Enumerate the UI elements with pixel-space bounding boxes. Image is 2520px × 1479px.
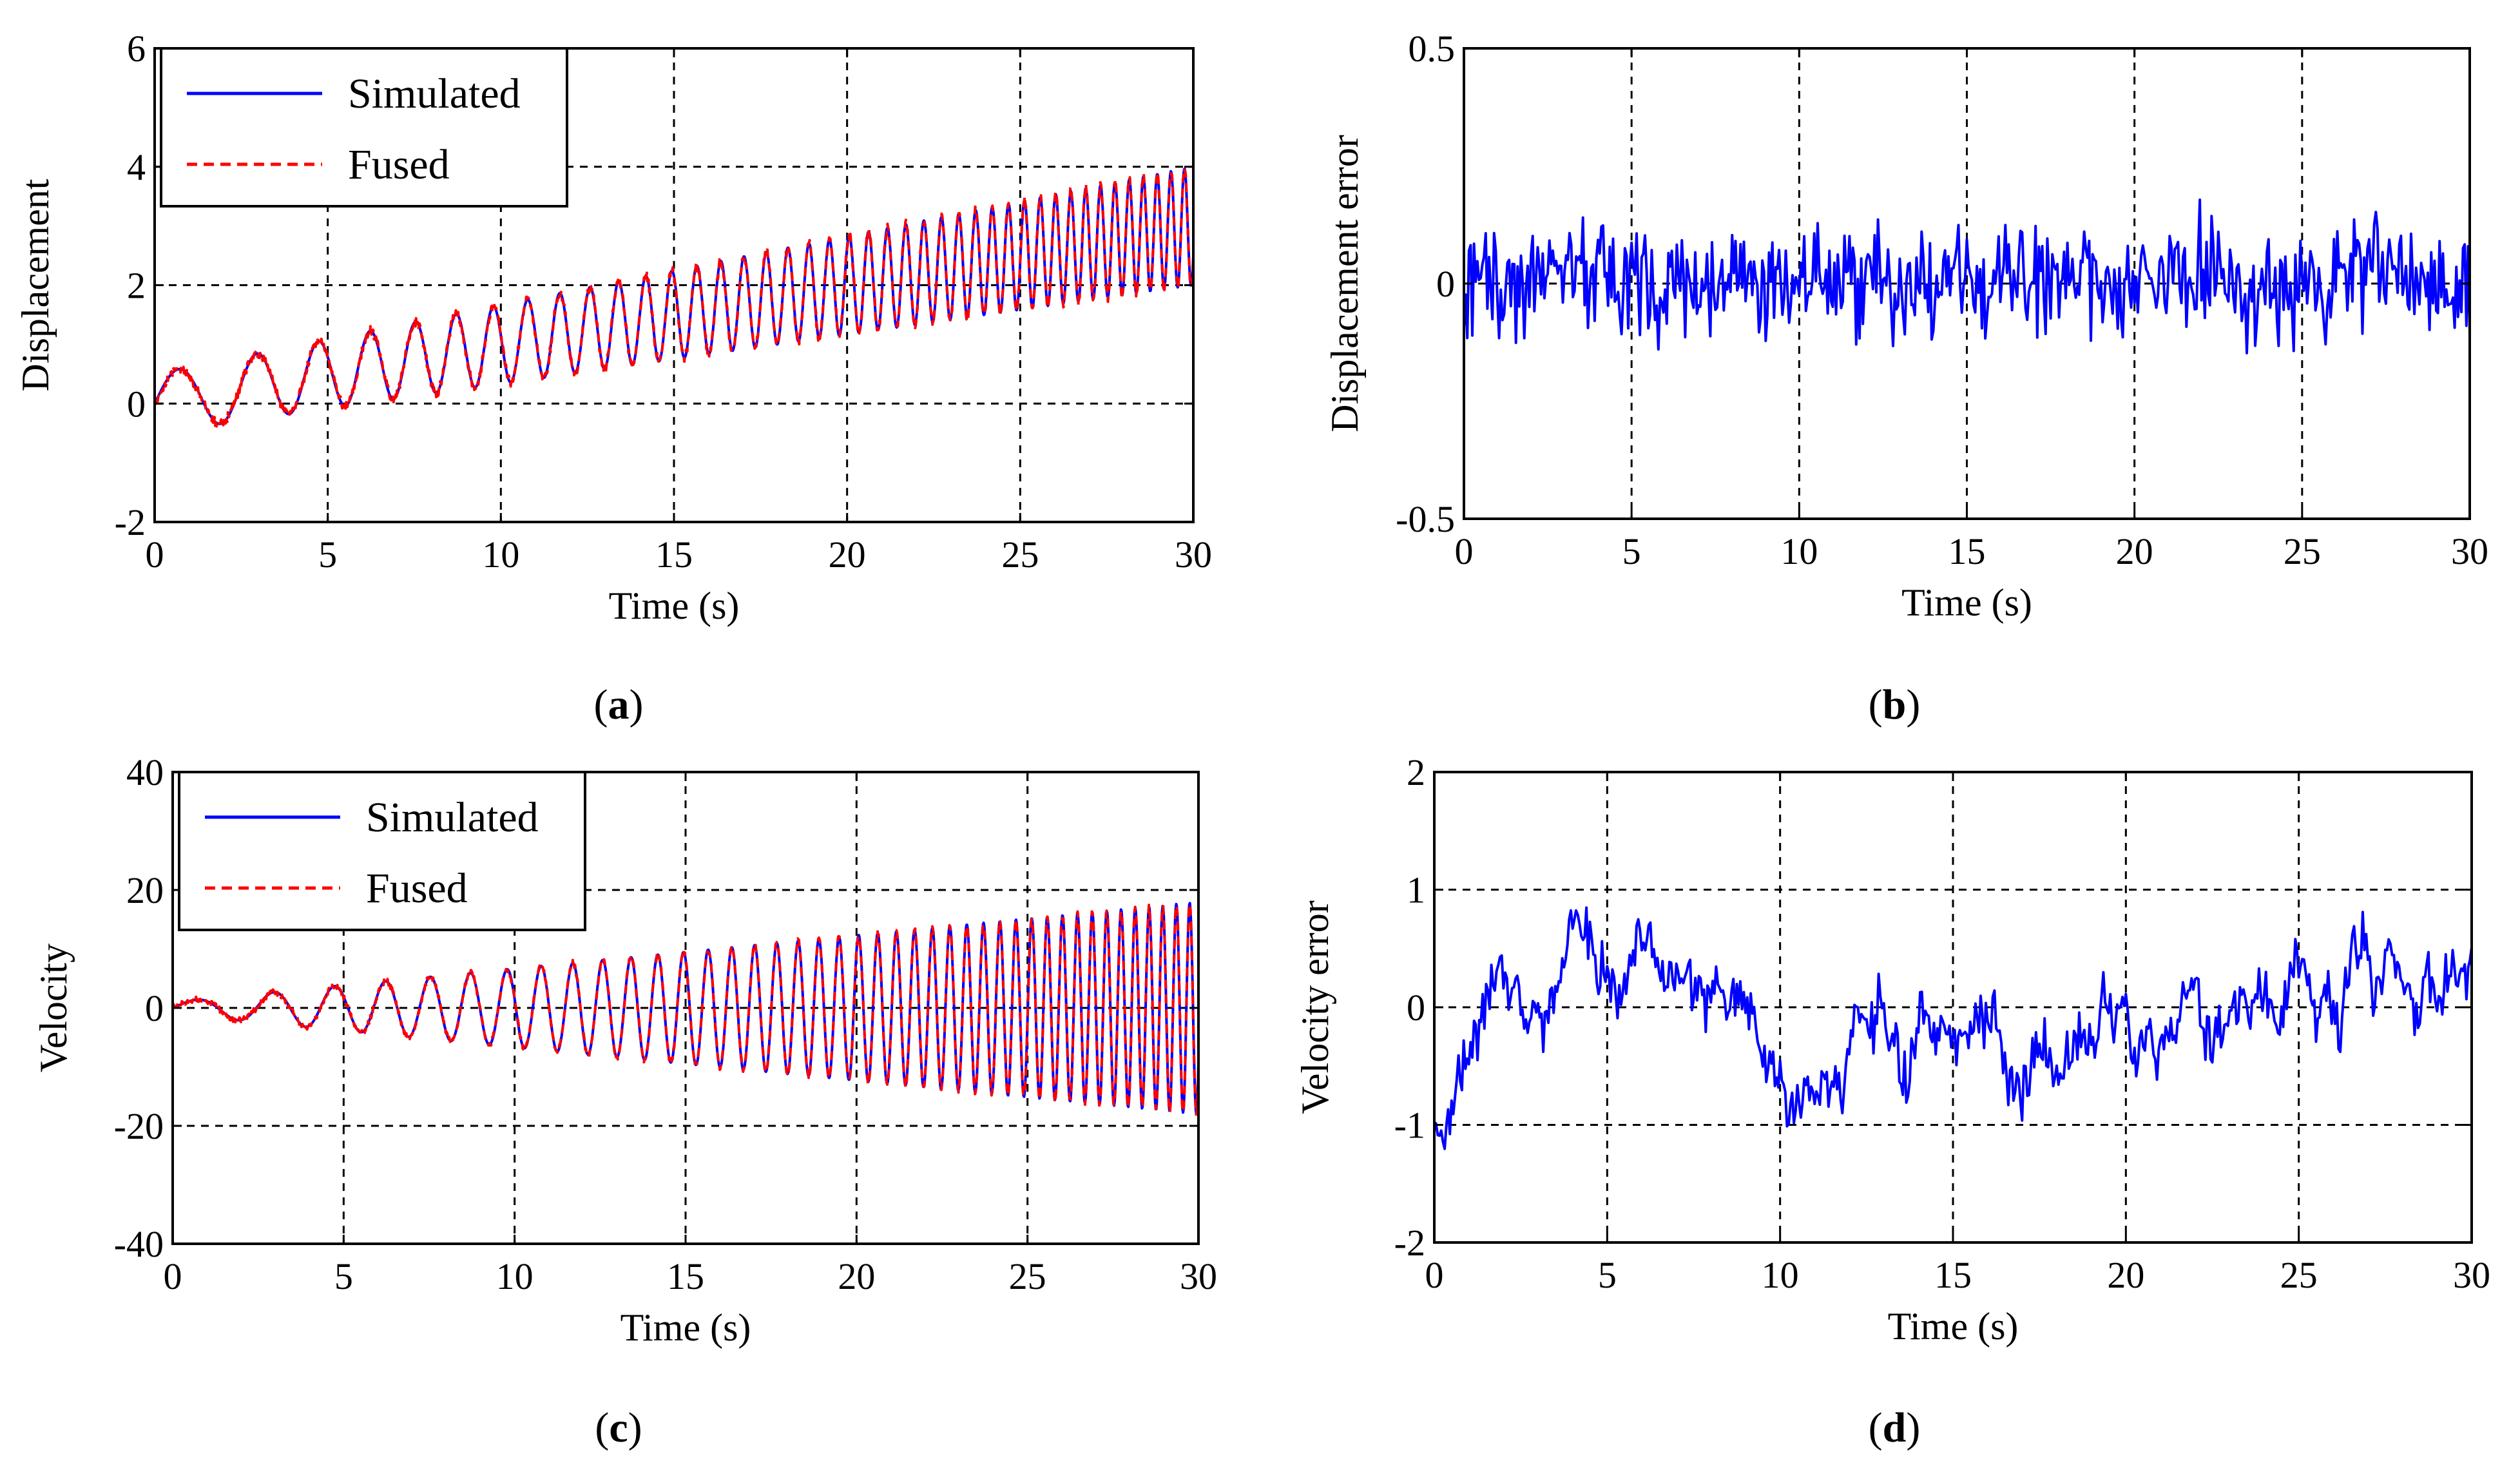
ticks: 0 5 10 15 20 25 30 -2 -1 0 1 2 [1394,751,2490,1296]
y-tick-label: 4 [127,146,146,188]
x-tick-label: 15 [655,534,693,575]
x-axis-label: Time (s) [620,1306,751,1349]
y-tick-label: -2 [115,501,146,543]
x-tick-label: 25 [1001,534,1039,575]
series-group [155,167,1193,428]
x-tick-label: 5 [334,1255,353,1297]
y-tick-label: 0 [145,987,164,1029]
x-axis-label: Time (s) [1901,581,2032,624]
y-tick-label: 1 [1407,869,1425,911]
y-tick-label: -1 [1394,1105,1425,1146]
x-tick-label: 5 [318,534,337,575]
x-tick-label: 0 [146,534,164,575]
legend: Simulated Fused [160,47,568,208]
legend-label: Fused [348,141,450,188]
x-tick-label: 20 [2116,530,2153,572]
x-tick-label: 30 [1175,534,1212,575]
y-axis-label: Displacement [14,179,57,391]
y-tick-label: 6 [127,28,146,70]
y-tick-label: 40 [126,751,164,793]
legend-box [160,47,568,208]
x-tick-label: 20 [838,1255,875,1297]
series-group [173,902,1198,1116]
series-line-velocity-error [1434,906,2472,1150]
panel-d: 0 5 10 15 20 25 30 -2 -1 0 1 2 Time (s) Velocity erro… [1294,751,2490,1451]
y-tick-label: -2 [1394,1222,1425,1264]
series-line-fused [173,903,1198,1116]
x-tick-label: 10 [482,534,519,575]
y-tick-label: 20 [126,869,164,911]
legend-box [178,771,586,931]
series-line-displacement-error [1464,198,2470,354]
x-tick-label: 10 [496,1255,534,1297]
y-tick-label: -0.5 [1396,498,1455,540]
panel-caption: (a) [594,681,644,728]
y-axis-label: Displacement error [1323,135,1366,432]
x-tick-label: 25 [2280,1254,2318,1296]
series-group [1464,198,2470,354]
ticks: 0 5 10 15 20 25 30 -40 -20 0 20 40 [114,751,1217,1297]
x-tick-label: 15 [1934,1254,1972,1296]
y-tick-label: 2 [1407,751,1425,793]
series-line-fused [155,167,1193,428]
y-tick-label: -20 [114,1105,164,1147]
legend-label: Fused [366,865,468,912]
y-tick-label: 0 [1436,263,1455,305]
x-tick-label: 15 [667,1255,704,1297]
legend: Simulated Fused [178,771,586,931]
x-tick-label: 0 [1455,530,1474,572]
x-tick-label: 30 [1180,1255,1217,1297]
grid [1434,772,2472,1242]
y-tick-label: 0 [127,383,146,425]
x-tick-label: 20 [829,534,866,575]
y-tick-label: -40 [114,1223,164,1265]
y-axis-label: Velocity [32,943,75,1072]
x-tick-label: 10 [1780,530,1818,572]
y-tick-label: 0.5 [1409,28,1456,70]
panel-caption: (c) [595,1404,642,1451]
x-tick-label: 15 [1948,530,1986,572]
y-tick-label: 2 [127,265,146,307]
x-tick-label: 20 [2107,1254,2144,1296]
x-tick-label: 25 [2284,530,2321,572]
x-tick-label: 0 [164,1255,182,1297]
y-tick-label: 0 [1407,987,1425,1029]
panel-caption: (b) [1869,681,1921,728]
x-axis-label: Time (s) [609,585,740,627]
legend-label: Simulated [348,70,521,117]
legend-label: Simulated [366,794,539,841]
x-axis-label: Time (s) [1888,1305,2019,1348]
x-tick-label: 5 [1598,1254,1617,1296]
x-tick-label: 5 [1622,530,1641,572]
panel-c: 0 5 10 15 20 25 30 -40 -20 0 20 40 Time (s) Velocity S… [32,751,1217,1451]
x-tick-label: 30 [2451,530,2488,572]
x-tick-label: 0 [1425,1254,1444,1296]
x-tick-label: 10 [1762,1254,1799,1296]
series-group [1434,906,2472,1150]
y-axis-label: Velocity error [1294,900,1336,1114]
x-tick-label: 25 [1009,1255,1046,1297]
x-tick-label: 30 [2453,1254,2490,1296]
panel-caption: (d) [1869,1404,1921,1451]
ticks: 0 5 10 15 20 25 30-0.500.5 [1396,28,2488,572]
